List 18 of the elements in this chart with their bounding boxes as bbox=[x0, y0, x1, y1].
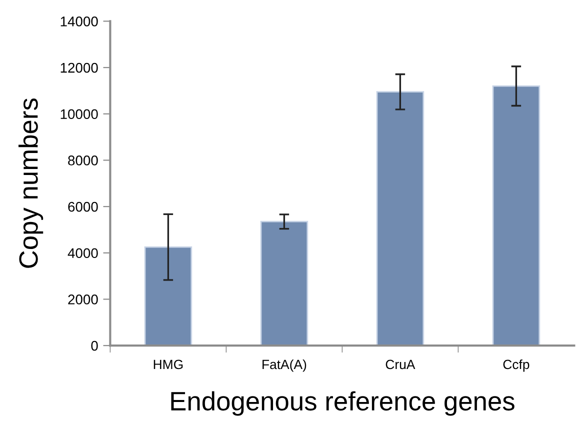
bar bbox=[492, 85, 540, 346]
y-tick-label: 12000 bbox=[60, 62, 98, 73]
bar bbox=[260, 220, 308, 346]
y-tick-label: 0 bbox=[91, 340, 98, 351]
x-axis-title: Endogenous reference genes bbox=[171, 391, 514, 416]
x-tick-label: CruA bbox=[386, 360, 416, 370]
x-tick-label: FatA(A) bbox=[262, 359, 306, 372]
y-tick-label: 8000 bbox=[68, 156, 98, 166]
y-axis-title: Copy numbers bbox=[18, 98, 44, 268]
x-tick-label: Ccfp bbox=[503, 359, 530, 372]
x-tick-label: HMG bbox=[154, 360, 183, 370]
y-tick-label: 4000 bbox=[68, 248, 98, 258]
y-tick-label: 14000 bbox=[60, 16, 98, 26]
bar bbox=[144, 246, 192, 346]
y-tick-label: 10000 bbox=[60, 109, 98, 120]
bar bbox=[376, 91, 424, 346]
y-tick-label: 2000 bbox=[68, 294, 98, 304]
y-tick-label: 6000 bbox=[68, 202, 98, 212]
